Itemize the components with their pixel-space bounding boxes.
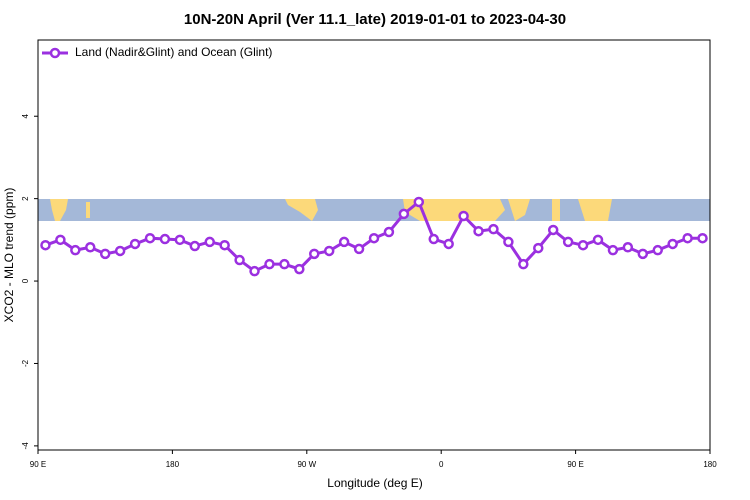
data-point (85, 242, 96, 253)
x-axis-label: Longitude (deg E) (327, 476, 422, 490)
x-tick-label: 90 E (30, 460, 46, 469)
data-point (652, 244, 663, 256)
data-point (219, 239, 230, 251)
data-point (443, 238, 454, 250)
data-point (398, 208, 410, 220)
y-tick-label: 2 (21, 196, 30, 201)
data-point (428, 233, 439, 245)
data-point (503, 236, 514, 248)
data-point (204, 236, 215, 248)
data-point (249, 265, 260, 277)
data-point (682, 232, 693, 244)
map-band (38, 199, 710, 221)
data-point (607, 244, 619, 256)
x-tick-label: 180 (703, 460, 717, 469)
data-point (309, 248, 320, 260)
x-tick-label: 90 E (567, 460, 583, 469)
data-point (488, 223, 499, 235)
data-point (547, 224, 559, 236)
data-point (473, 225, 484, 237)
x-tick-label: 0 (439, 460, 444, 469)
legend-marker (49, 47, 61, 59)
plot-frame (37, 39, 711, 451)
data-point (368, 232, 380, 244)
data-point (518, 258, 529, 270)
data-point (323, 245, 335, 257)
data-point (622, 242, 634, 253)
legend-label: Land (Nadir&Glint) and Ocean (Glint) (75, 45, 272, 59)
data-point (592, 234, 604, 246)
data-point (637, 248, 649, 260)
data-point (353, 243, 365, 255)
data-point (294, 263, 305, 275)
x-tick-label: 90 W (297, 460, 316, 469)
data-point (533, 242, 544, 254)
y-tick-label: 0 (21, 278, 30, 283)
data-point (99, 248, 111, 260)
y-tick-label: -2 (21, 359, 30, 367)
data-point (40, 239, 51, 251)
data-point (234, 254, 245, 266)
data-point (114, 245, 126, 257)
data-point (144, 232, 156, 244)
data-point (413, 196, 425, 208)
data-point (264, 258, 275, 270)
data-point (562, 236, 574, 248)
data-point (279, 258, 290, 270)
x-tick-label: 180 (166, 460, 180, 469)
data-point (458, 210, 469, 222)
data-point (577, 239, 589, 251)
y-tick-label: -4 (21, 442, 30, 450)
y-tick-label: 4 (21, 113, 30, 118)
data-point (697, 232, 708, 244)
chart-title: 10N-20N April (Ver 11.1_late) 2019-01-01… (184, 11, 566, 28)
data-point (667, 238, 678, 250)
data-point (129, 238, 141, 250)
data-point (174, 234, 186, 246)
data-point (159, 233, 171, 245)
data-point (189, 240, 201, 252)
data-point (383, 226, 395, 238)
data-point (55, 234, 66, 246)
data-point (70, 244, 81, 256)
data-point (338, 236, 350, 248)
y-axis-label: XCO2 - MLO trend (ppm) (2, 188, 16, 323)
